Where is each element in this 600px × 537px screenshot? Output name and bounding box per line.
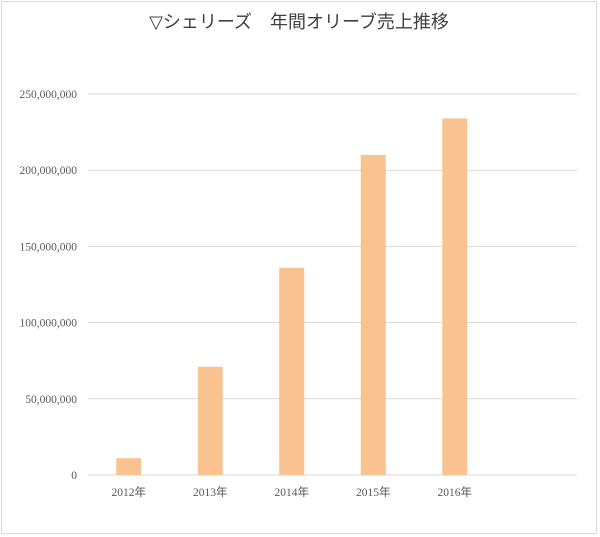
x-tick-label: 2014年 [275, 485, 310, 499]
y-tick-label: 100,000,000 [20, 318, 78, 330]
y-tick-label: 0 [71, 470, 77, 482]
x-tick-label: 2015年 [356, 485, 391, 499]
y-tick-label: 150,000,000 [20, 241, 78, 253]
y-axis-ticks: 0 50,000,000 100,000,000 150,000,000 200,000… [20, 89, 78, 482]
bar [279, 267, 305, 475]
x-axis-ticks: 2012年 2013年 2014年 2015年 2016年 [112, 485, 473, 499]
y-tick-label: 250,000,000 [20, 89, 78, 101]
x-tick-label: 2013年 [193, 485, 228, 499]
y-tick-label: 200,000,000 [20, 165, 78, 177]
bar [116, 458, 142, 475]
bar [360, 154, 386, 475]
x-tick-label: 2012年 [112, 485, 147, 499]
gridlines [88, 93, 577, 476]
bar [197, 366, 223, 475]
y-tick-label: 50,000,000 [25, 394, 77, 406]
x-tick-label: 2016年 [438, 485, 473, 499]
bars [116, 118, 468, 475]
bar [442, 118, 468, 475]
chart-title: ▽シェリーズ 年間オリーブ売上推移 [149, 12, 449, 33]
